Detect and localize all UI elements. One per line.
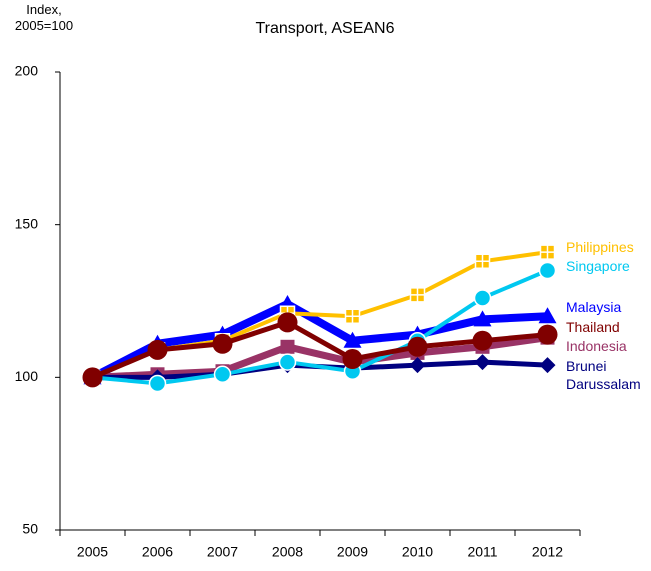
series-line: [92, 334, 548, 381]
legend-label: Singapore: [566, 258, 630, 274]
marker: [473, 310, 492, 327]
marker: [147, 339, 168, 360]
marker: [474, 354, 491, 371]
marker: [538, 261, 557, 280]
series-line: [91, 319, 548, 380]
legend-label: Malaysia: [566, 299, 622, 315]
x-tick-label: 2010: [402, 544, 433, 560]
x-tick-label: 2006: [142, 544, 173, 560]
marker: [342, 349, 363, 370]
series-line: [92, 268, 549, 386]
x-tick-label: 2011: [467, 544, 497, 560]
x-tick-label: 2009: [337, 544, 368, 560]
y-tick-label: 150: [15, 215, 39, 231]
marker: [148, 374, 167, 393]
x-tick-label: 2012: [532, 544, 563, 560]
y-tick-label: 100: [15, 368, 39, 384]
marker: [82, 367, 103, 388]
x-tick-label: 2007: [207, 544, 238, 560]
y-tick-label: 50: [22, 521, 38, 537]
legend-label: Indonesia: [566, 338, 627, 354]
marker: [538, 307, 557, 324]
series-line: [90, 300, 548, 381]
legend-label: Philippines: [566, 239, 634, 255]
y-axis-title: Index, 2005=100: [14, 2, 74, 33]
marker: [277, 312, 298, 333]
marker: [539, 357, 556, 374]
marker: [280, 339, 295, 354]
marker: [539, 244, 556, 260]
chart-title: Transport, ASEAN6: [255, 20, 394, 37]
marker: [278, 353, 297, 371]
marker: [344, 308, 361, 325]
marker: [473, 289, 492, 307]
marker: [472, 330, 493, 351]
marker: [407, 336, 428, 357]
x-tick-label: 2008: [272, 544, 303, 560]
y-tick-label: 200: [15, 63, 39, 79]
marker: [213, 365, 232, 384]
marker: [343, 331, 362, 348]
legend-label: Brunei Darussalam: [566, 358, 641, 392]
marker: [409, 287, 426, 303]
marker: [537, 324, 558, 345]
x-tick-label: 2005: [77, 544, 108, 560]
marker: [212, 333, 233, 354]
marker: [409, 357, 426, 374]
marker: [474, 253, 491, 270]
legend-label: Thailand: [566, 319, 620, 335]
